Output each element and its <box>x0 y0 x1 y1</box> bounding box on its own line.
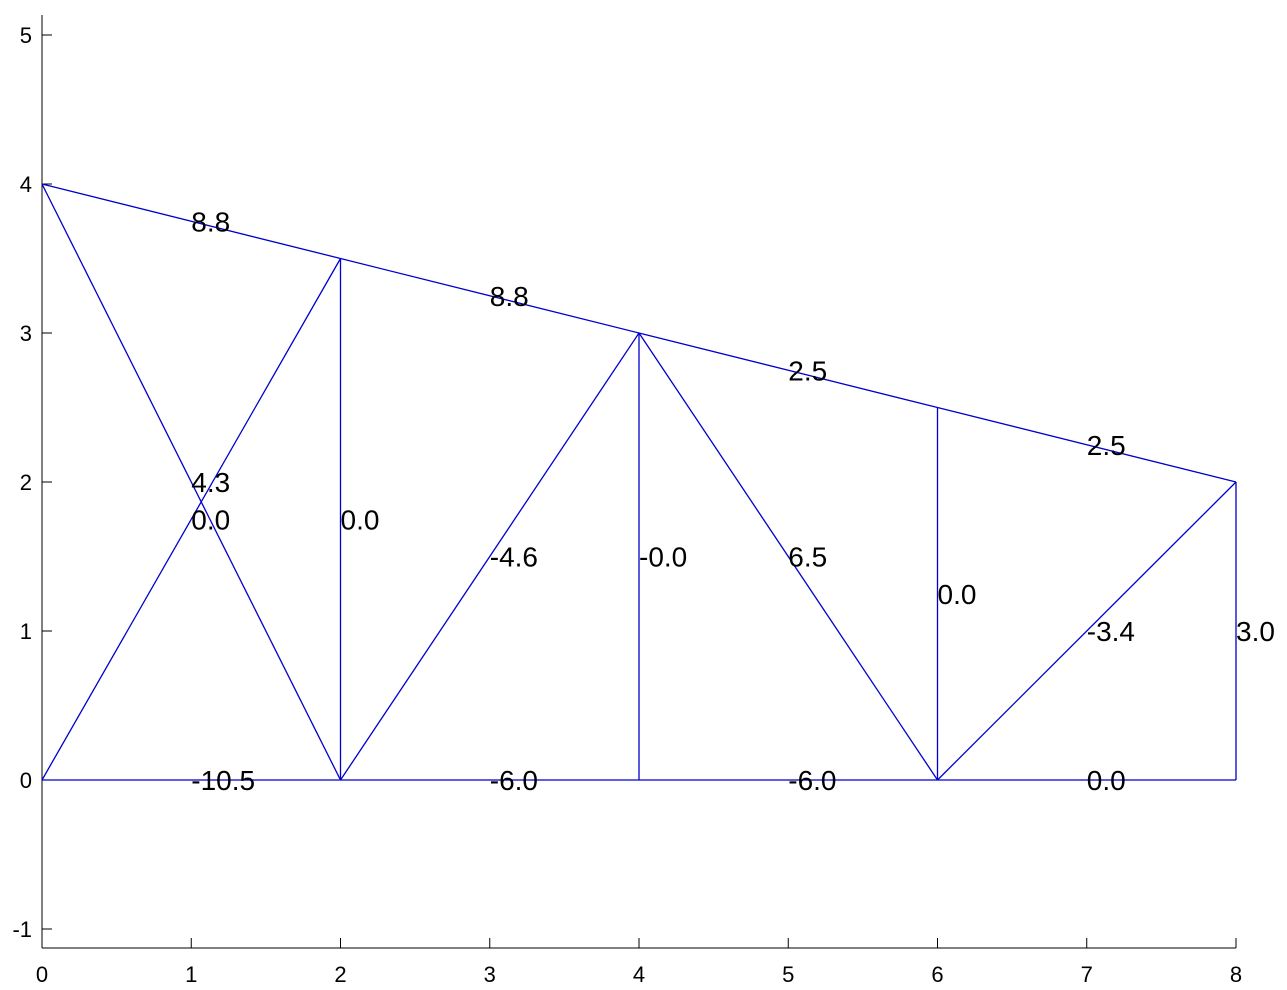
x-tick-label: 0 <box>36 962 48 987</box>
truss-members <box>41 183 1237 781</box>
member-force-label: 6.5 <box>788 542 827 573</box>
member-force-label: 0.0 <box>341 504 380 535</box>
x-tick-label: 1 <box>185 962 197 987</box>
y-tick-label: 4 <box>20 172 32 197</box>
y-tick-label: 2 <box>20 470 32 495</box>
x-tick-label: 5 <box>782 962 794 987</box>
truss-member <box>339 332 640 781</box>
member-force-label: 2.5 <box>1087 430 1126 461</box>
member-force-label: -10.5 <box>191 765 255 796</box>
truss-member <box>41 183 342 781</box>
x-tick-label: 3 <box>484 962 496 987</box>
member-force-label: 4.3 <box>191 467 230 498</box>
truss-member <box>937 406 1237 483</box>
x-tick-label: 8 <box>1230 962 1242 987</box>
member-force-label: -4.6 <box>490 542 538 573</box>
member-force-label: 0.0 <box>191 504 230 535</box>
x-tick-label: 4 <box>633 962 645 987</box>
member-force-label: 3.0 <box>1236 616 1275 647</box>
x-tick-label: 2 <box>334 962 346 987</box>
member-force-label: -0.0 <box>639 542 687 573</box>
truss-member <box>638 332 939 781</box>
member-force-label: -3.4 <box>1087 616 1135 647</box>
y-tick-label: 1 <box>20 619 32 644</box>
truss-member <box>937 481 1237 781</box>
truss-member <box>638 332 938 409</box>
member-force-label: 8.8 <box>191 206 230 237</box>
y-tick-label: 3 <box>20 321 32 346</box>
member-force-label: -6.0 <box>788 765 836 796</box>
truss-member <box>41 183 341 260</box>
member-force-label: 8.8 <box>490 281 529 312</box>
y-tick-label: -1 <box>12 917 32 942</box>
truss-member <box>340 257 640 334</box>
member-force-label: 2.5 <box>788 355 827 386</box>
y-tick-label: 0 <box>20 768 32 793</box>
member-force-label: 0.0 <box>1087 765 1126 796</box>
y-tick-label: 5 <box>20 23 32 48</box>
member-force-label: -6.0 <box>490 765 538 796</box>
member-force-label: 0.0 <box>938 579 977 610</box>
truss-member <box>41 258 342 781</box>
force-labels: 8.8 8.8 2.5 2.5 4.3 0.0 0.0 -4.6 -0.0 6.5 0.0 -3.4 3… <box>191 206 1275 796</box>
x-tick-label: 7 <box>1081 962 1093 987</box>
x-tick-label: 6 <box>931 962 943 987</box>
